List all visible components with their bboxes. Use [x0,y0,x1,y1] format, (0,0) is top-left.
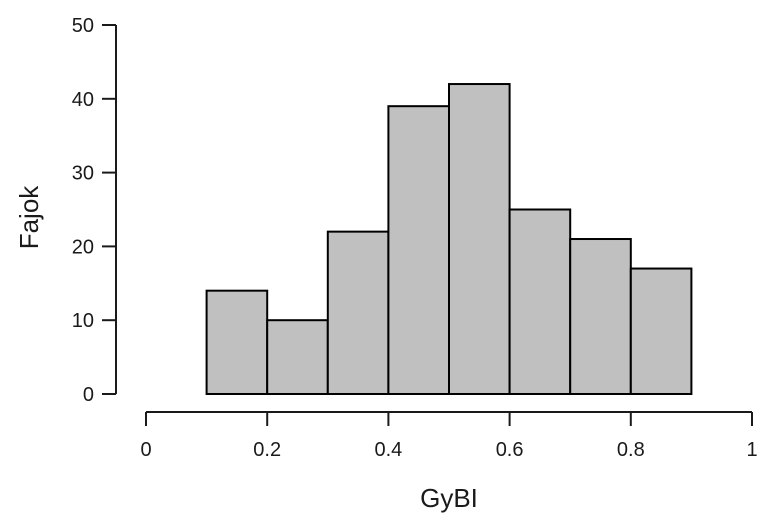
x-tick-label: 0.8 [617,439,645,461]
x-tick-label: 0.2 [253,439,281,461]
x-axis-title: GyBI [420,483,478,513]
histogram-bar-0 [205,289,269,395]
y-tick-label: 40 [72,89,94,111]
histogram-bar-5 [508,208,572,395]
y-tick-label: 50 [72,15,94,37]
y-tick-label: 20 [72,236,94,258]
bars-group [205,83,693,396]
histogram-bar-1 [266,319,329,396]
y-axis: 0 10 20 30 40 50 [72,15,117,406]
x-tick-label: 0.4 [374,439,402,461]
histogram-bar-7 [629,267,693,396]
x-tick-label: 0.6 [496,439,524,461]
histogram-bar-6 [569,238,632,395]
y-tick-label: 30 [72,163,94,185]
histogram-bar-3 [387,105,450,396]
y-tick-label: 10 [72,310,94,332]
y-tick-label: 0 [83,384,94,406]
histogram-bar-2 [326,230,390,395]
x-tick-label: 1 [746,439,757,461]
x-tick-label: 0 [140,439,151,461]
x-axis: 0 0.2 0.4 0.6 0.8 1 [140,411,758,461]
y-axis-title: Fajok [14,185,44,250]
histogram-bar-4 [448,83,511,395]
